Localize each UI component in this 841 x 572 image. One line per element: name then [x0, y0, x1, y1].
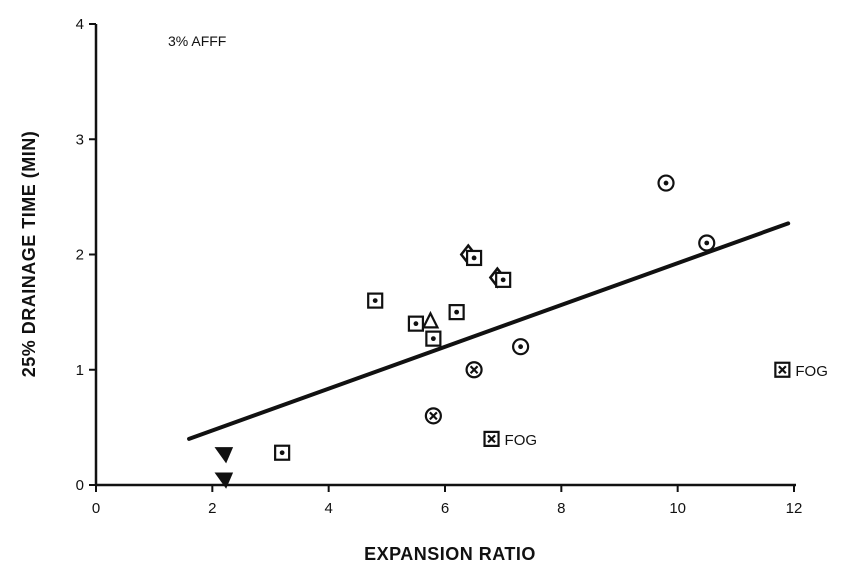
x-tick-label: 4	[324, 500, 332, 517]
marker-dot	[279, 450, 285, 456]
marker-dot	[430, 336, 436, 342]
triangle-up-marker	[421, 310, 440, 329]
y-tick-label: 2	[76, 247, 84, 264]
y-tick-label: 0	[76, 477, 84, 494]
marker-dot	[454, 309, 460, 315]
marker-dot	[500, 277, 506, 283]
data-point-square-x	[483, 430, 500, 447]
marker-dot	[518, 344, 524, 350]
data-point-square-dot	[274, 444, 291, 461]
axes	[89, 23, 796, 492]
data-point-square-dot	[465, 249, 483, 267]
x-tick-label: 2	[208, 500, 216, 517]
data-point-circle-x	[465, 361, 483, 379]
marker-cross	[429, 411, 438, 421]
x-tick-label: 6	[441, 500, 449, 517]
marker-dot	[663, 180, 669, 186]
marker-cross	[469, 365, 479, 375]
data-point-square-dot	[495, 271, 512, 288]
data-point-circle-x	[424, 407, 442, 425]
marker-cross	[778, 365, 787, 375]
x-axis-title: EXPANSION RATIO	[364, 544, 536, 564]
x-tick-label: 8	[557, 500, 565, 517]
y-tick-label: 4	[76, 16, 84, 33]
data-point-circle-dot	[512, 338, 530, 356]
marker-dot	[372, 298, 378, 303]
data-point-square-dot	[407, 315, 425, 332]
y-tick-label: 1	[76, 362, 84, 379]
marker-dot	[704, 240, 710, 246]
y-axis-title: 25% DRAINAGE TIME (MIN)	[19, 131, 39, 378]
point-label: FOG	[795, 363, 828, 380]
chart-annotation: 3% AFFF	[168, 33, 226, 49]
point-label: FOG	[505, 432, 538, 449]
fit-line	[187, 221, 791, 441]
data-point-triangle-down	[214, 472, 234, 489]
triangle-down-marker	[214, 472, 234, 489]
data-point-triangle-up	[421, 310, 440, 329]
marker-dot	[471, 255, 477, 261]
data-point-circle-dot	[657, 174, 675, 192]
x-tick-label: 0	[92, 500, 100, 517]
triangle-down-marker	[214, 447, 234, 464]
fit-line-group	[187, 221, 791, 441]
x-tick-label: 10	[669, 500, 686, 517]
marker-cross	[487, 434, 496, 444]
y-tick-label: 3	[76, 131, 84, 148]
data-point-square-dot	[425, 330, 442, 347]
marker-dot	[413, 321, 419, 327]
data-points: FOG FOG	[214, 174, 828, 489]
x-tick-label: 12	[786, 500, 803, 517]
data-point-triangle-down	[214, 447, 234, 464]
data-point-square-x	[774, 361, 791, 378]
data-point-square-dot	[448, 304, 465, 321]
data-point-square-dot	[367, 292, 384, 309]
data-point-circle-dot	[698, 234, 716, 252]
